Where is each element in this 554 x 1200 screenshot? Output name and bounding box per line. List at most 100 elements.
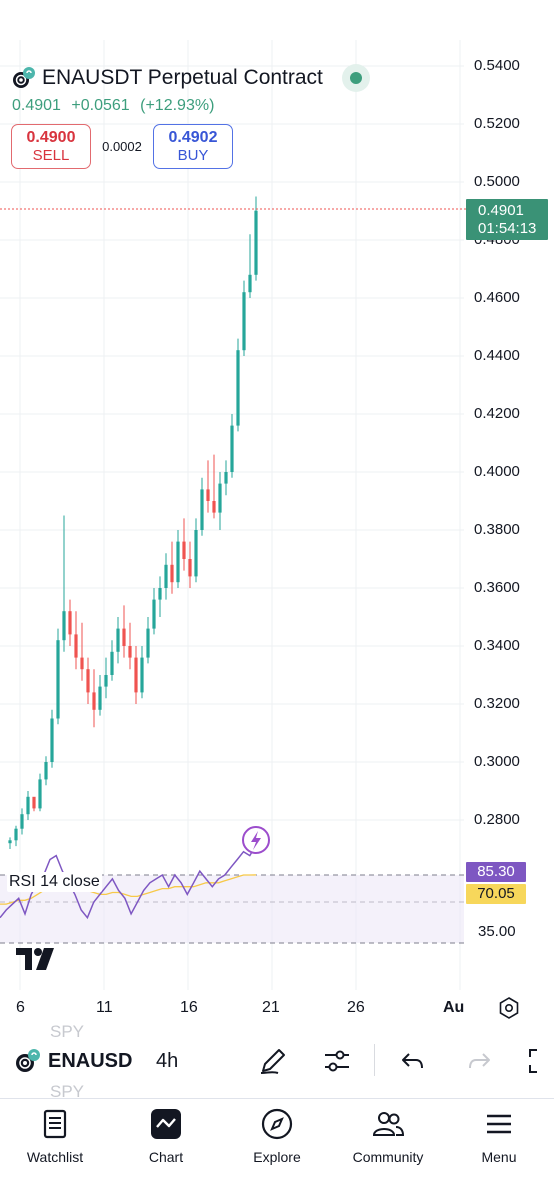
candle-body	[92, 692, 96, 710]
candle-body	[200, 489, 204, 530]
price-axis-label: 0.5200	[474, 115, 520, 132]
price-axis-label: 0.4600	[474, 289, 520, 306]
candle-body	[224, 472, 228, 484]
time-axis-label: 21	[262, 999, 280, 1016]
candle-body	[20, 814, 24, 829]
redo-icon[interactable]	[464, 1046, 494, 1076]
buy-price: 0.4902	[168, 129, 218, 146]
ena-coin-icon	[12, 66, 36, 90]
candle-series	[8, 196, 258, 849]
candle-body	[212, 501, 216, 513]
nav-community[interactable]: Community	[333, 1107, 443, 1165]
lightning-marker-icon[interactable]	[242, 826, 270, 854]
candle-body	[146, 628, 150, 658]
candle-body	[182, 541, 186, 559]
price-change: +0.0561	[71, 97, 130, 114]
ghost-symbol: SPY	[50, 1022, 85, 1041]
sell-button[interactable]: 0.4900 SELL	[11, 124, 91, 169]
nav-label: Menu	[481, 1149, 517, 1165]
candle-body	[32, 796, 36, 809]
symbol-header: ENAUSDT Perpetual Contract 0.4901 +0.056…	[0, 60, 460, 180]
price-axis-label: 0.3600	[474, 579, 520, 596]
price-axis-label: 0.4000	[474, 463, 520, 480]
candle-body	[104, 675, 108, 687]
interval-selector[interactable]: 4h	[156, 1050, 179, 1072]
sell-price: 0.4900	[26, 129, 76, 146]
nav-chart[interactable]: Chart	[111, 1107, 221, 1165]
candle-body	[158, 588, 162, 600]
compass-icon	[261, 1108, 293, 1140]
price-axis-label: 0.5000	[474, 173, 520, 190]
price-axis-label: 0.3400	[474, 637, 520, 654]
bar-countdown: 01:54:13	[478, 220, 537, 237]
nav-explore[interactable]: Explore	[222, 1107, 332, 1165]
time-axis-label: Aug	[443, 999, 465, 1016]
rsi-pane	[0, 844, 464, 944]
last-price-tag-value: 0.4901	[478, 202, 524, 219]
price-row: 0.4901 +0.0561 (+12.93%)	[12, 97, 220, 115]
spread-value: 0.0002	[102, 139, 142, 154]
candle-body	[122, 628, 126, 646]
time-axis-label: 11	[96, 999, 113, 1016]
toolbar-symbol: ENAUSD	[48, 1049, 133, 1072]
candle-body	[80, 657, 84, 670]
candle-body	[50, 718, 54, 762]
symbol-selector[interactable]: ENAUSD	[14, 1048, 132, 1074]
nav-menu[interactable]: Menu	[444, 1107, 554, 1165]
candle-body	[110, 651, 114, 675]
chart-icon	[151, 1109, 181, 1139]
rsi-value-badge: 85.30	[466, 862, 526, 882]
time-axis-label: 26	[347, 999, 365, 1016]
nav-label: Explore	[253, 1149, 301, 1165]
candle-body	[62, 611, 66, 641]
candle-body	[194, 530, 198, 577]
candle-body	[14, 828, 18, 841]
nav-watchlist[interactable]: Watchlist	[0, 1107, 110, 1165]
price-axis-label: 0.2800	[474, 811, 520, 828]
price-axis-label: 0.3800	[474, 521, 520, 538]
candle-body	[218, 483, 222, 513]
last-price-tag: 0.4901 01:54:13	[466, 199, 548, 240]
candle-body	[242, 292, 246, 351]
sell-label: SELL	[32, 147, 70, 164]
fullscreen-icon[interactable]	[526, 1046, 554, 1076]
candle-body	[176, 541, 180, 583]
candle-body	[98, 686, 102, 710]
price-axis-label: 0.4200	[474, 405, 520, 422]
chart-grid	[0, 40, 464, 990]
candle-body	[170, 564, 174, 583]
community-icon	[372, 1112, 405, 1136]
candle-body	[248, 274, 252, 293]
price-axis-label: 0.5400	[474, 57, 520, 74]
title-row[interactable]: ENAUSDT Perpetual Contract	[12, 66, 323, 90]
rsi-ma-value-badge: 70.05	[466, 884, 526, 904]
last-price: 0.4901	[12, 97, 61, 114]
buy-label: BUY	[177, 147, 209, 164]
symbol-title: ENAUSDT Perpetual Contract	[42, 66, 323, 89]
candle-body	[128, 646, 132, 658]
tradingview-logo-icon	[16, 948, 58, 976]
candle-body	[26, 796, 30, 815]
undo-icon[interactable]	[398, 1046, 428, 1076]
time-axis-label: 16	[180, 999, 198, 1016]
candle-body	[74, 634, 78, 658]
price-change-pct: (+12.93%)	[140, 97, 215, 114]
candle-body	[56, 640, 60, 719]
candle-body	[38, 779, 42, 809]
indicators-sliders-icon[interactable]	[322, 1046, 352, 1076]
candle-body	[164, 564, 168, 588]
trade-row: 0.4900 SELL 0.0002 0.4902 BUY	[11, 124, 233, 169]
hamburger-menu-icon	[487, 1114, 511, 1134]
candle-body	[230, 425, 234, 472]
buy-button[interactable]: 0.4902 BUY	[153, 124, 233, 169]
candle-body	[8, 840, 12, 844]
nav-label: Community	[352, 1149, 424, 1165]
price-axis-label: 0.3000	[474, 753, 520, 770]
candle-body	[134, 657, 138, 693]
chart-settings-icon[interactable]	[498, 997, 520, 1019]
pencil-icon[interactable]	[258, 1046, 288, 1076]
candle-body	[152, 599, 156, 629]
ghost-symbol: SPY	[50, 1082, 85, 1101]
rsi-legend[interactable]: RSI 14 close	[7, 872, 102, 892]
chart-toolbar: SPY SPY ENAUSD 4h	[0, 1022, 554, 1101]
